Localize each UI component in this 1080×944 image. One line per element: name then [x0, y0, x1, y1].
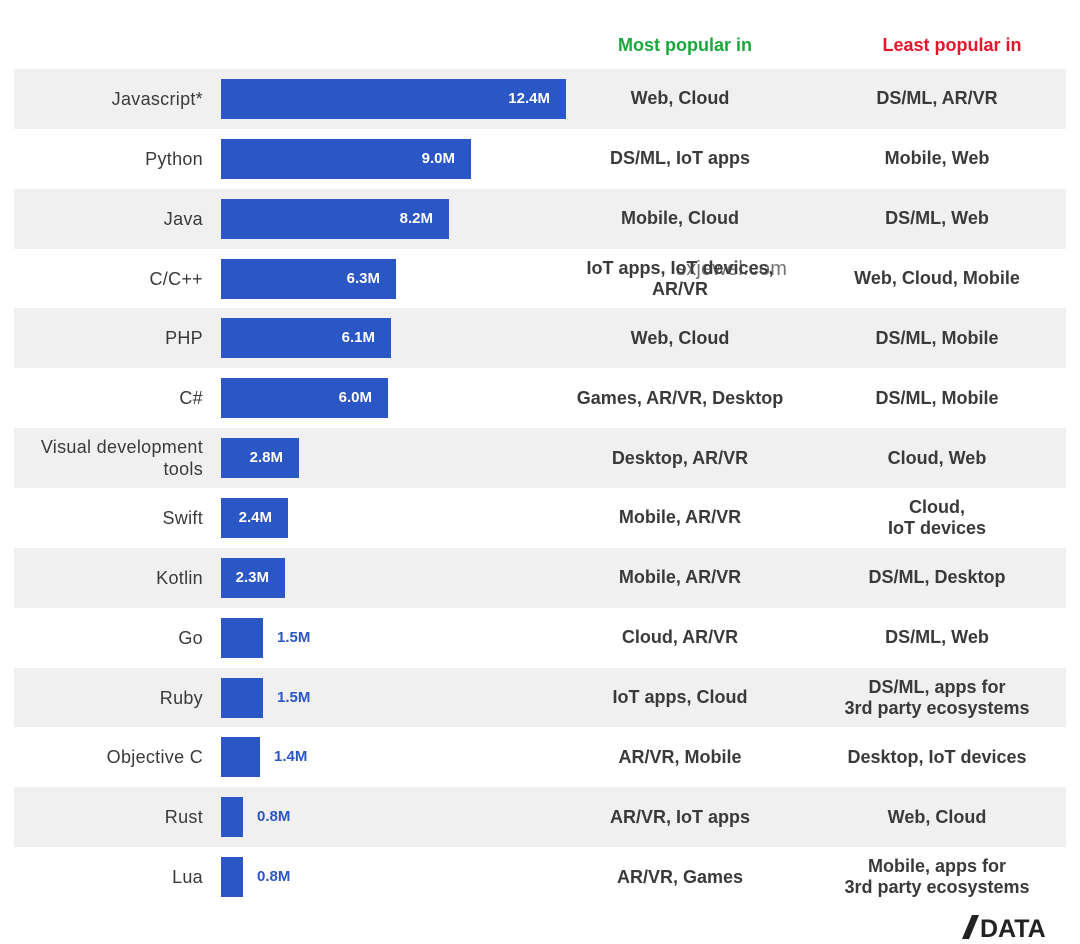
most-popular-cell: AR/VR, Games [616, 866, 744, 887]
language-label: Kotlin [156, 567, 203, 588]
chart-row: Lua 0.8M AR/VR, Games Mobile, apps for 3rd … [0, 847, 1080, 907]
least-popular-cell: Mobile, Web [884, 148, 990, 169]
language-label: Javascript* [111, 88, 203, 109]
value-label: 0.8M [257, 868, 291, 886]
most-popular-cell: Cloud, AR/VR [621, 627, 739, 648]
most-popular-cell: Games, AR/VR, Desktop [576, 387, 784, 408]
chart-row: C/C++ 6.3M IoT apps, IoT devices, AR/VR Web… [0, 249, 1080, 309]
language-label: Go [178, 627, 203, 648]
chart-row: Rust 0.8M AR/VR, IoT apps Web, Cloud [0, 787, 1080, 848]
most-popular-cell: Mobile, Cloud [621, 208, 739, 229]
most-popular-cell: IoT apps, Cloud [612, 687, 748, 708]
language-label: Java [163, 208, 203, 229]
bar [221, 138, 471, 179]
data-logo: DATA [962, 915, 1046, 940]
bar [221, 498, 288, 539]
bar [221, 318, 391, 359]
bar [221, 857, 243, 898]
bar [221, 737, 260, 778]
value-label: 1.5M [277, 628, 311, 646]
value-label: 2.8M [249, 449, 283, 467]
most-popular-cell: IoT apps, IoT devices, AR/VR [586, 257, 774, 299]
value-label: 12.4M [508, 90, 550, 107]
value-label: 2.3M [235, 568, 269, 586]
chart-row: PHP 6.1M Web, Cloud DS/ML, Mobile [0, 308, 1080, 369]
least-popular-cell: Mobile, apps for 3rd party ecosystems [844, 856, 1030, 898]
bar [221, 198, 449, 239]
least-popular-cell: Web, Cloud [887, 806, 987, 827]
chart-row: Go 1.5M Cloud, AR/VR DS/ML, Web [0, 608, 1080, 668]
least-popular-cell: Desktop, IoT devices [847, 746, 1027, 767]
least-popular-header: Least popular in [882, 35, 1022, 55]
language-label: C/C++ [149, 268, 203, 289]
bar [221, 378, 388, 419]
logo-text: DATA [980, 915, 1046, 940]
value-label: 0.8M [257, 808, 291, 826]
language-label: Objective C [106, 747, 203, 768]
bar [221, 677, 263, 718]
language-label: Swift [162, 507, 203, 528]
least-popular-cell: DS/ML, Web [885, 208, 989, 229]
most-popular-cell: AR/VR, Mobile [618, 746, 742, 767]
value-label: 9.0M [421, 149, 455, 167]
language-label: Lua [172, 867, 203, 888]
bar [221, 557, 285, 598]
value-label: 8.2M [399, 209, 433, 227]
value-label: 2.4M [238, 509, 272, 527]
value-label: 6.1M [341, 329, 375, 347]
value-label: 1.5M [277, 688, 311, 706]
least-popular-cell: DS/ML, Mobile [875, 387, 999, 408]
least-popular-cell: Web, Cloud, Mobile [854, 268, 1020, 288]
logo-slash [962, 915, 979, 939]
chart-row: Ruby 1.5M IoT apps, Cloud DS/ML, apps for 3… [0, 667, 1080, 728]
watermark: sxjewel.com [676, 258, 788, 280]
chart-row: Visual development tools 2.8M Desktop, AR/… [0, 428, 1080, 488]
language-label: Python [145, 148, 203, 169]
bar [221, 258, 396, 299]
most-popular-cell: Web, Cloud [630, 88, 730, 109]
language-label: Rust [164, 807, 203, 828]
language-label: Ruby [159, 687, 203, 708]
least-popular-cell: Cloud, IoT devices [887, 496, 987, 538]
chart-row: Kotlin 2.3M Mobile, AR/VR DS/ML, Desktop [0, 547, 1080, 608]
value-label: 1.4M [274, 748, 308, 766]
value-label: 6.3M [346, 269, 380, 287]
bar [221, 438, 299, 479]
least-popular-cell: DS/ML, apps for 3rd party ecosystems [844, 676, 1030, 718]
value-label: 6.0M [338, 389, 372, 407]
language-label: PHP [165, 328, 203, 349]
chart-row: C# 6.0M Games, AR/VR, Desktop DS/ML, Mobile [0, 368, 1080, 428]
bar [221, 797, 243, 838]
chart-row: Java 8.2M Mobile, Cloud DS/ML, Web [0, 188, 1080, 249]
least-popular-cell: DS/ML, Mobile [875, 327, 999, 348]
least-popular-cell: DS/ML, Web [885, 627, 989, 648]
chart-row: Swift 2.4M Mobile, AR/VR Cloud, IoT devices [0, 488, 1080, 548]
chart-rows: Javascript* 12.4M Web, Cloud DS/ML, AR/VR Py… [0, 69, 1080, 907]
least-popular-cell: Cloud, Web [887, 447, 987, 468]
language-label: Visual development tools [40, 437, 203, 480]
language-label: C# [179, 388, 203, 409]
bar [221, 617, 263, 658]
least-popular-cell: DS/ML, Desktop [868, 567, 1006, 588]
most-popular-header: Most popular in [618, 35, 752, 55]
least-popular-cell: DS/ML, AR/VR [876, 88, 998, 109]
chart-row: Objective C 1.4M AR/VR, Mobile Desktop, IoT… [0, 727, 1080, 787]
chart-row: Python 9.0M DS/ML, IoT apps Mobile, Web [0, 129, 1080, 189]
bar [221, 79, 566, 119]
most-popular-cell: Web, Cloud [630, 327, 730, 348]
most-popular-cell: AR/VR, IoT apps [609, 806, 750, 827]
most-popular-cell: Desktop, AR/VR [611, 447, 749, 468]
most-popular-cell: DS/ML, IoT apps [609, 148, 750, 169]
chart-row: Javascript* 12.4M Web, Cloud DS/ML, AR/VR [0, 69, 1080, 129]
most-popular-cell: Mobile, AR/VR [618, 507, 742, 528]
most-popular-cell: Mobile, AR/VR [618, 567, 742, 588]
